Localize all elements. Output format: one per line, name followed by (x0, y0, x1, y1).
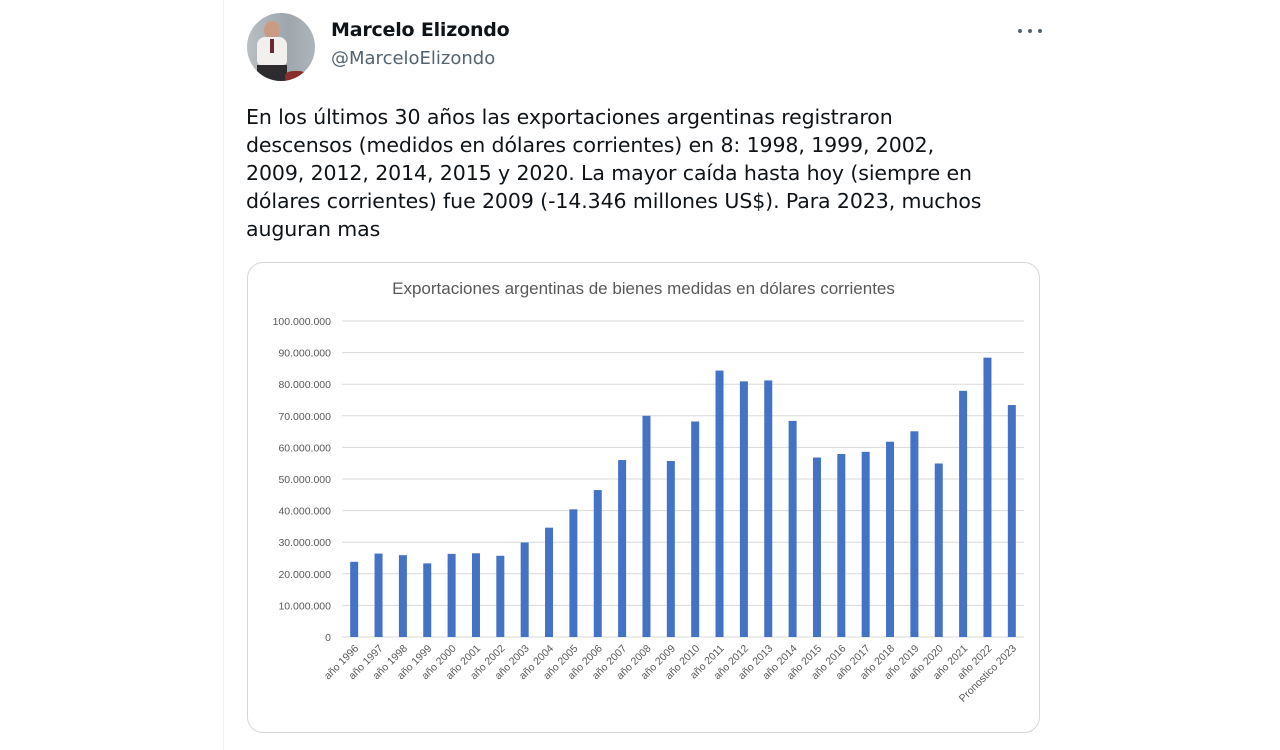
y-tick-label: 10.000.000 (278, 600, 331, 612)
bar (788, 420, 797, 637)
y-tick-label: 20.000.000 (278, 569, 331, 581)
bar (812, 457, 821, 637)
bar (934, 463, 943, 637)
bar (691, 421, 700, 637)
more-horizontal-icon (1038, 29, 1042, 33)
bar (374, 553, 383, 637)
tweet-text: En los últimos 30 años las exportaciones… (246, 105, 982, 241)
y-tick-label: 80.000.000 (278, 379, 331, 391)
more-horizontal-icon (1018, 29, 1022, 33)
bar (593, 490, 602, 637)
y-tick-label: 90.000.000 (278, 348, 331, 360)
bar (983, 357, 992, 637)
bar (350, 561, 359, 637)
bar (398, 555, 407, 637)
bar (959, 390, 968, 637)
author-handle[interactable]: @MarceloElizondo (331, 48, 496, 69)
bar (764, 380, 773, 637)
y-tick-label: 50.000.000 (278, 474, 331, 486)
bar (569, 509, 578, 637)
bar (837, 454, 846, 637)
avatar-pants (257, 65, 287, 81)
author-name[interactable]: Marcelo Elizondo (331, 19, 510, 41)
bar (886, 441, 895, 637)
y-tick-label: 0 (325, 632, 331, 644)
bar (739, 381, 748, 637)
bar (1007, 405, 1016, 637)
more-options-button[interactable] (1018, 22, 1042, 40)
avatar-chair (285, 71, 307, 81)
avatar-tie (270, 39, 274, 53)
y-tick-label: 60.000.000 (278, 442, 331, 454)
y-tick-label: 30.000.000 (278, 537, 331, 549)
bar-chart: 0 10.000.000 20.000.000 30.000.000 40.000.00… (273, 316, 1024, 705)
bar (910, 431, 919, 637)
bar (447, 553, 456, 637)
y-tick-label: 40.000.000 (278, 506, 331, 518)
chart-title: Exportaciones argentinas de bienes medid… (392, 279, 895, 298)
chart-image[interactable]: Exportaciones argentinas de bienes medid… (247, 262, 1040, 733)
bar (861, 451, 870, 637)
bar (642, 415, 651, 637)
bar (471, 553, 480, 637)
bar (618, 460, 627, 637)
more-horizontal-icon (1028, 29, 1032, 33)
y-tick-label: 100.000.000 (273, 316, 332, 328)
y-tick-label: 70.000.000 (278, 411, 331, 423)
bar (520, 542, 529, 637)
bar (666, 460, 675, 637)
bar (496, 555, 505, 637)
avatar[interactable] (247, 13, 315, 81)
bar (423, 563, 432, 637)
avatar-head (264, 21, 280, 39)
bar (715, 370, 724, 637)
timeline-column-border (223, 0, 224, 750)
bar (545, 527, 554, 637)
